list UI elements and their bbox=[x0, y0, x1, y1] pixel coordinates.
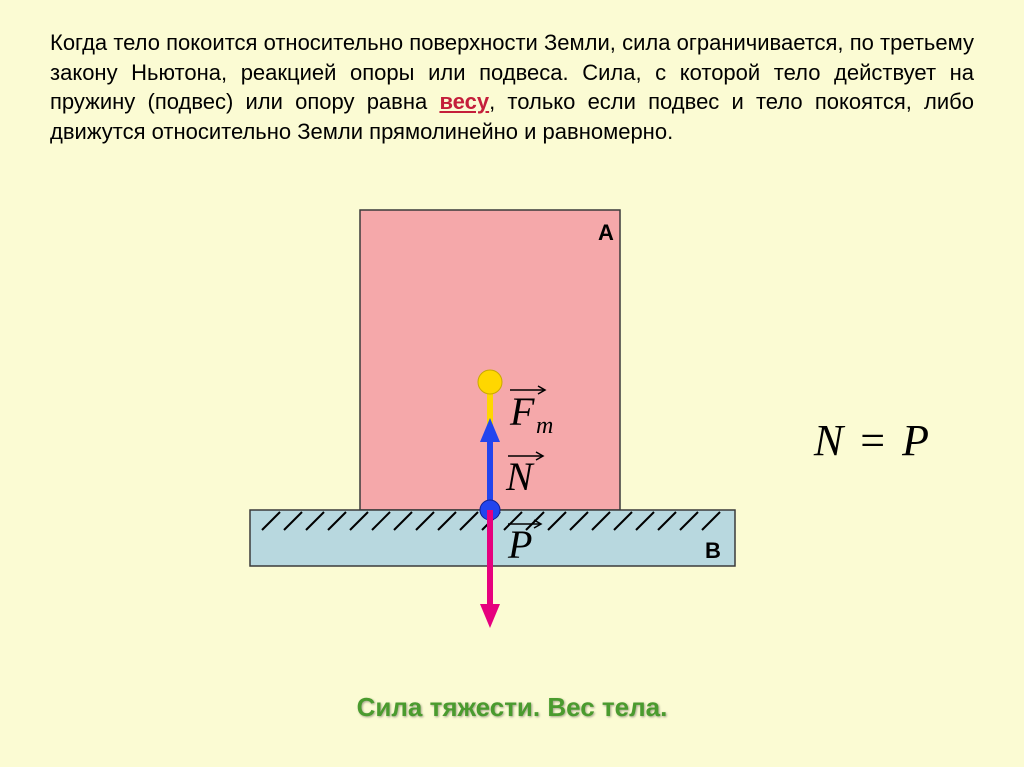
body-a-label: A bbox=[598, 220, 614, 245]
equation: N = P bbox=[814, 415, 929, 466]
equation-rhs: P bbox=[902, 416, 929, 465]
caption: Сила тяжести. Вес тела. bbox=[0, 692, 1024, 723]
diagram-area: A B bbox=[0, 200, 1024, 670]
svg-text:m: m bbox=[536, 413, 553, 439]
physics-diagram: A B bbox=[210, 200, 770, 670]
equation-op: = bbox=[854, 416, 891, 465]
svg-text:N: N bbox=[505, 454, 535, 499]
force-fm-dot bbox=[478, 370, 502, 394]
svg-text:F: F bbox=[509, 389, 535, 434]
paragraph-highlight: весу bbox=[439, 89, 489, 114]
svg-text:P: P bbox=[507, 522, 532, 567]
force-p-arrowhead bbox=[480, 604, 500, 628]
support-b-label: B bbox=[705, 538, 721, 563]
equation-lhs: N bbox=[814, 416, 843, 465]
description-paragraph: Когда тело покоится относительно поверхн… bbox=[50, 28, 974, 147]
